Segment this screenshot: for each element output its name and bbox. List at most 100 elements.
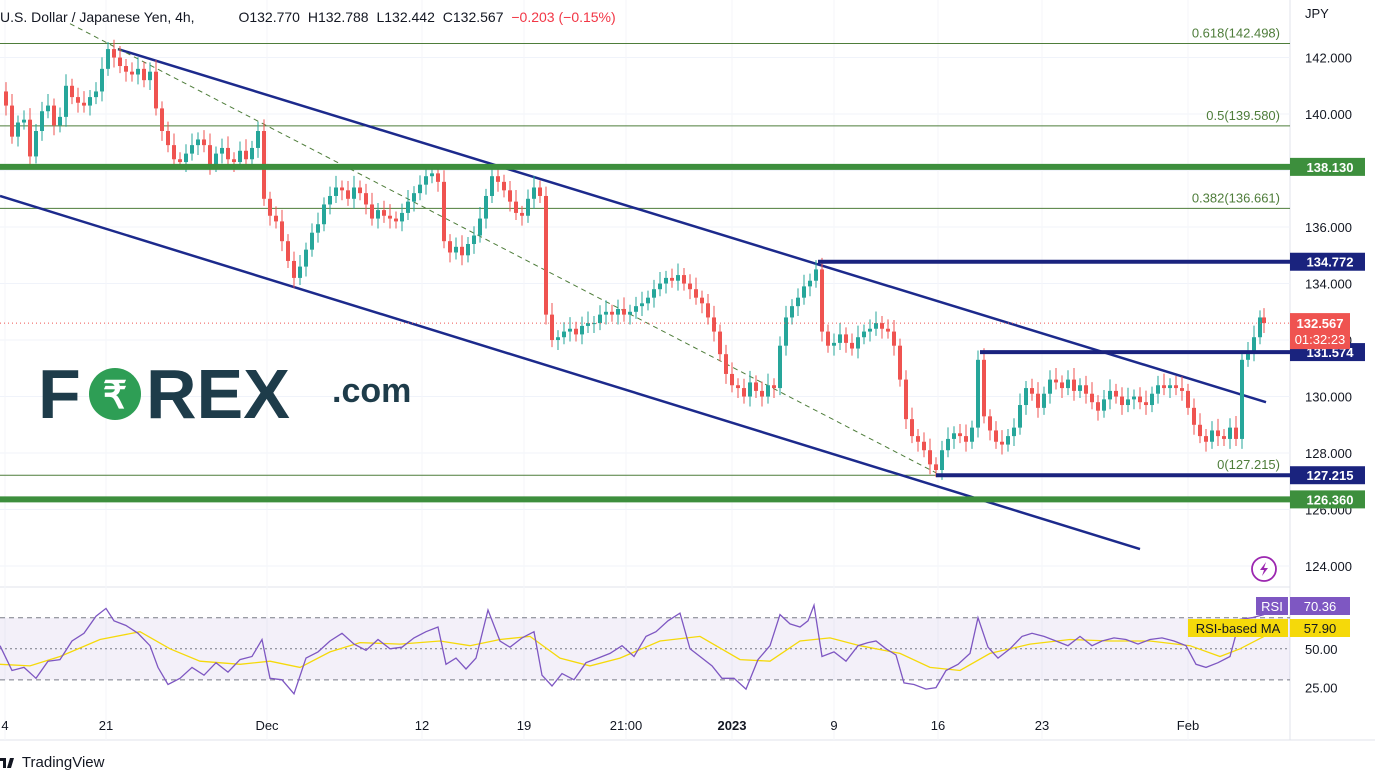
candle	[274, 206, 278, 229]
candle-body	[226, 147, 230, 160]
candle	[550, 303, 554, 348]
candle-body	[382, 210, 386, 216]
candle-body	[616, 308, 620, 315]
candle	[118, 45, 122, 74]
candle	[526, 189, 530, 223]
candle	[682, 268, 686, 291]
candle	[610, 304, 614, 322]
rsi-tick-label: 50.00	[1305, 642, 1338, 657]
candle	[808, 273, 812, 297]
candle	[1036, 382, 1040, 418]
candle	[760, 381, 764, 407]
candle	[586, 311, 590, 333]
candle-body	[142, 68, 146, 81]
candle-body	[1084, 385, 1088, 394]
watermark-logo: F ₹ REX .com	[38, 355, 411, 433]
candle-body	[718, 331, 722, 355]
symbol-name[interactable]: U.S. Dollar / Japanese Yen, 4h,	[0, 9, 195, 25]
candle-body	[928, 450, 932, 465]
symbol-header: U.S. Dollar / Japanese Yen, 4h, O132.770…	[0, 9, 616, 25]
level-badge-label: 127.215	[1307, 468, 1354, 483]
candle-body	[1018, 405, 1022, 428]
candle-body	[766, 385, 770, 397]
candle-body	[730, 373, 734, 386]
current-price-label: 132.567	[1297, 316, 1344, 331]
candle-body	[586, 323, 590, 326]
candle	[688, 274, 692, 300]
candle-body	[580, 325, 584, 335]
candle	[1138, 387, 1142, 410]
candle	[850, 333, 854, 356]
candle-body	[796, 297, 800, 307]
candle-body	[232, 159, 236, 163]
watermark-f: F	[38, 355, 81, 433]
candle-body	[964, 436, 968, 442]
candle-body	[1240, 359, 1244, 439]
candle	[820, 257, 824, 342]
candle-body	[280, 221, 284, 242]
candle-body	[664, 277, 668, 284]
candle-body	[106, 49, 110, 69]
candle-body	[64, 85, 68, 117]
candle	[220, 138, 224, 164]
candle	[1096, 395, 1100, 421]
candle	[1192, 398, 1196, 435]
candle-body	[922, 441, 926, 451]
candle	[670, 268, 674, 288]
open-value: O132.770	[238, 9, 300, 25]
candle-body	[298, 266, 302, 278]
candle-body	[154, 71, 158, 109]
candle	[40, 101, 44, 141]
candle-body	[700, 297, 704, 304]
flash-icon[interactable]	[1251, 556, 1277, 582]
candle-body	[982, 359, 986, 417]
candle-body	[652, 289, 656, 298]
candle	[790, 299, 794, 325]
candle	[1102, 390, 1106, 418]
candle	[328, 186, 332, 215]
candle	[796, 288, 800, 317]
candle-body	[256, 131, 260, 148]
candle-body	[784, 317, 788, 346]
rsi-ma-value-label: 57.90	[1304, 621, 1337, 636]
candle-body	[862, 331, 866, 338]
candle	[832, 333, 836, 356]
price-tick-label: 136.000	[1305, 220, 1352, 235]
candle-body	[1150, 393, 1154, 406]
price-tick-label: 124.000	[1305, 559, 1352, 574]
candle	[916, 429, 920, 452]
candle	[442, 170, 446, 249]
candle-body	[892, 331, 896, 346]
candle-body	[442, 181, 446, 242]
candle-body	[394, 218, 398, 222]
candle-body	[244, 150, 248, 160]
candle-body	[916, 436, 920, 442]
grid	[0, 0, 1375, 741]
tradingview-brand[interactable]: TradingView	[0, 754, 104, 771]
candle-body	[490, 176, 494, 196]
candle-body	[754, 382, 758, 391]
candle-body	[1024, 388, 1028, 406]
candle-body	[502, 181, 506, 191]
candle	[520, 205, 524, 226]
candle-body	[562, 331, 566, 338]
candle	[1066, 370, 1070, 396]
countdown-label: 01:32:23	[1295, 332, 1346, 347]
candle	[70, 78, 74, 105]
candle-body	[808, 280, 812, 287]
candle	[370, 192, 374, 226]
candle-body	[1144, 402, 1148, 406]
candle	[172, 133, 176, 170]
candle	[22, 110, 26, 130]
candle	[730, 362, 734, 393]
candle	[148, 62, 152, 91]
candle-body	[748, 382, 752, 397]
candle	[892, 319, 896, 356]
candle-body	[520, 212, 524, 216]
candle	[460, 235, 464, 266]
candle-body	[484, 195, 488, 219]
candle-body	[868, 328, 872, 332]
candle	[388, 204, 392, 229]
candle-body	[412, 193, 416, 202]
